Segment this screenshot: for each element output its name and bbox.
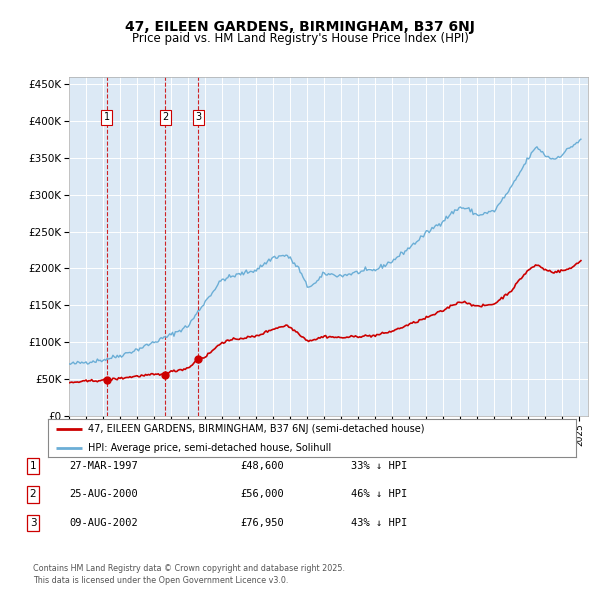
Text: £48,600: £48,600 bbox=[240, 461, 284, 471]
Text: £56,000: £56,000 bbox=[240, 490, 284, 499]
Text: Contains HM Land Registry data © Crown copyright and database right 2025.
This d: Contains HM Land Registry data © Crown c… bbox=[33, 565, 345, 585]
Text: 2: 2 bbox=[162, 112, 168, 122]
Text: 1: 1 bbox=[104, 112, 110, 122]
Text: Price paid vs. HM Land Registry's House Price Index (HPI): Price paid vs. HM Land Registry's House … bbox=[131, 32, 469, 45]
Text: 33% ↓ HPI: 33% ↓ HPI bbox=[351, 461, 407, 471]
Text: 3: 3 bbox=[195, 112, 202, 122]
Text: 09-AUG-2002: 09-AUG-2002 bbox=[69, 518, 138, 527]
Text: 25-AUG-2000: 25-AUG-2000 bbox=[69, 490, 138, 499]
Text: 1: 1 bbox=[29, 461, 37, 471]
Text: 47, EILEEN GARDENS, BIRMINGHAM, B37 6NJ: 47, EILEEN GARDENS, BIRMINGHAM, B37 6NJ bbox=[125, 19, 475, 34]
Text: 27-MAR-1997: 27-MAR-1997 bbox=[69, 461, 138, 471]
Text: 46% ↓ HPI: 46% ↓ HPI bbox=[351, 490, 407, 499]
Text: 43% ↓ HPI: 43% ↓ HPI bbox=[351, 518, 407, 527]
Text: 2: 2 bbox=[29, 490, 37, 499]
Text: 3: 3 bbox=[29, 518, 37, 527]
Text: 47, EILEEN GARDENS, BIRMINGHAM, B37 6NJ (semi-detached house): 47, EILEEN GARDENS, BIRMINGHAM, B37 6NJ … bbox=[88, 424, 424, 434]
Text: £76,950: £76,950 bbox=[240, 518, 284, 527]
Text: HPI: Average price, semi-detached house, Solihull: HPI: Average price, semi-detached house,… bbox=[88, 442, 331, 453]
